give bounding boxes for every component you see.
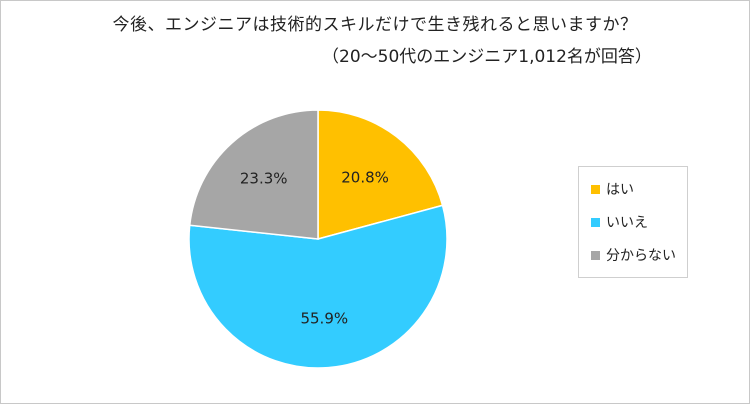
legend: はい いいえ 分からない [578,166,688,278]
pie-slice-yes [317,109,444,240]
legend-item-no: いいえ [591,212,648,232]
pie-slice-unknown [188,109,319,240]
legend-item-yes: はい [591,179,634,199]
chart-subtitle: （20～50代のエンジニア1,012名が回答） [322,47,652,67]
data-label-unknown: 23.3% [240,170,288,188]
legend-item-unknown: 分からない [591,245,676,265]
data-label-no: 55.9% [300,310,348,328]
pie-slice-no [188,204,448,369]
legend-swatch-no [591,217,600,227]
legend-swatch-yes [591,184,600,194]
legend-label-unknown: 分からない [606,248,676,264]
legend-label-yes: はい [606,182,634,198]
chart-title: 今後、エンジニアは技術的スキルだけで生き残れると思いますか？ [112,15,638,35]
data-label-yes: 20.8% [341,169,389,187]
legend-swatch-unknown [591,250,600,260]
legend-label-no: いいえ [606,215,648,231]
